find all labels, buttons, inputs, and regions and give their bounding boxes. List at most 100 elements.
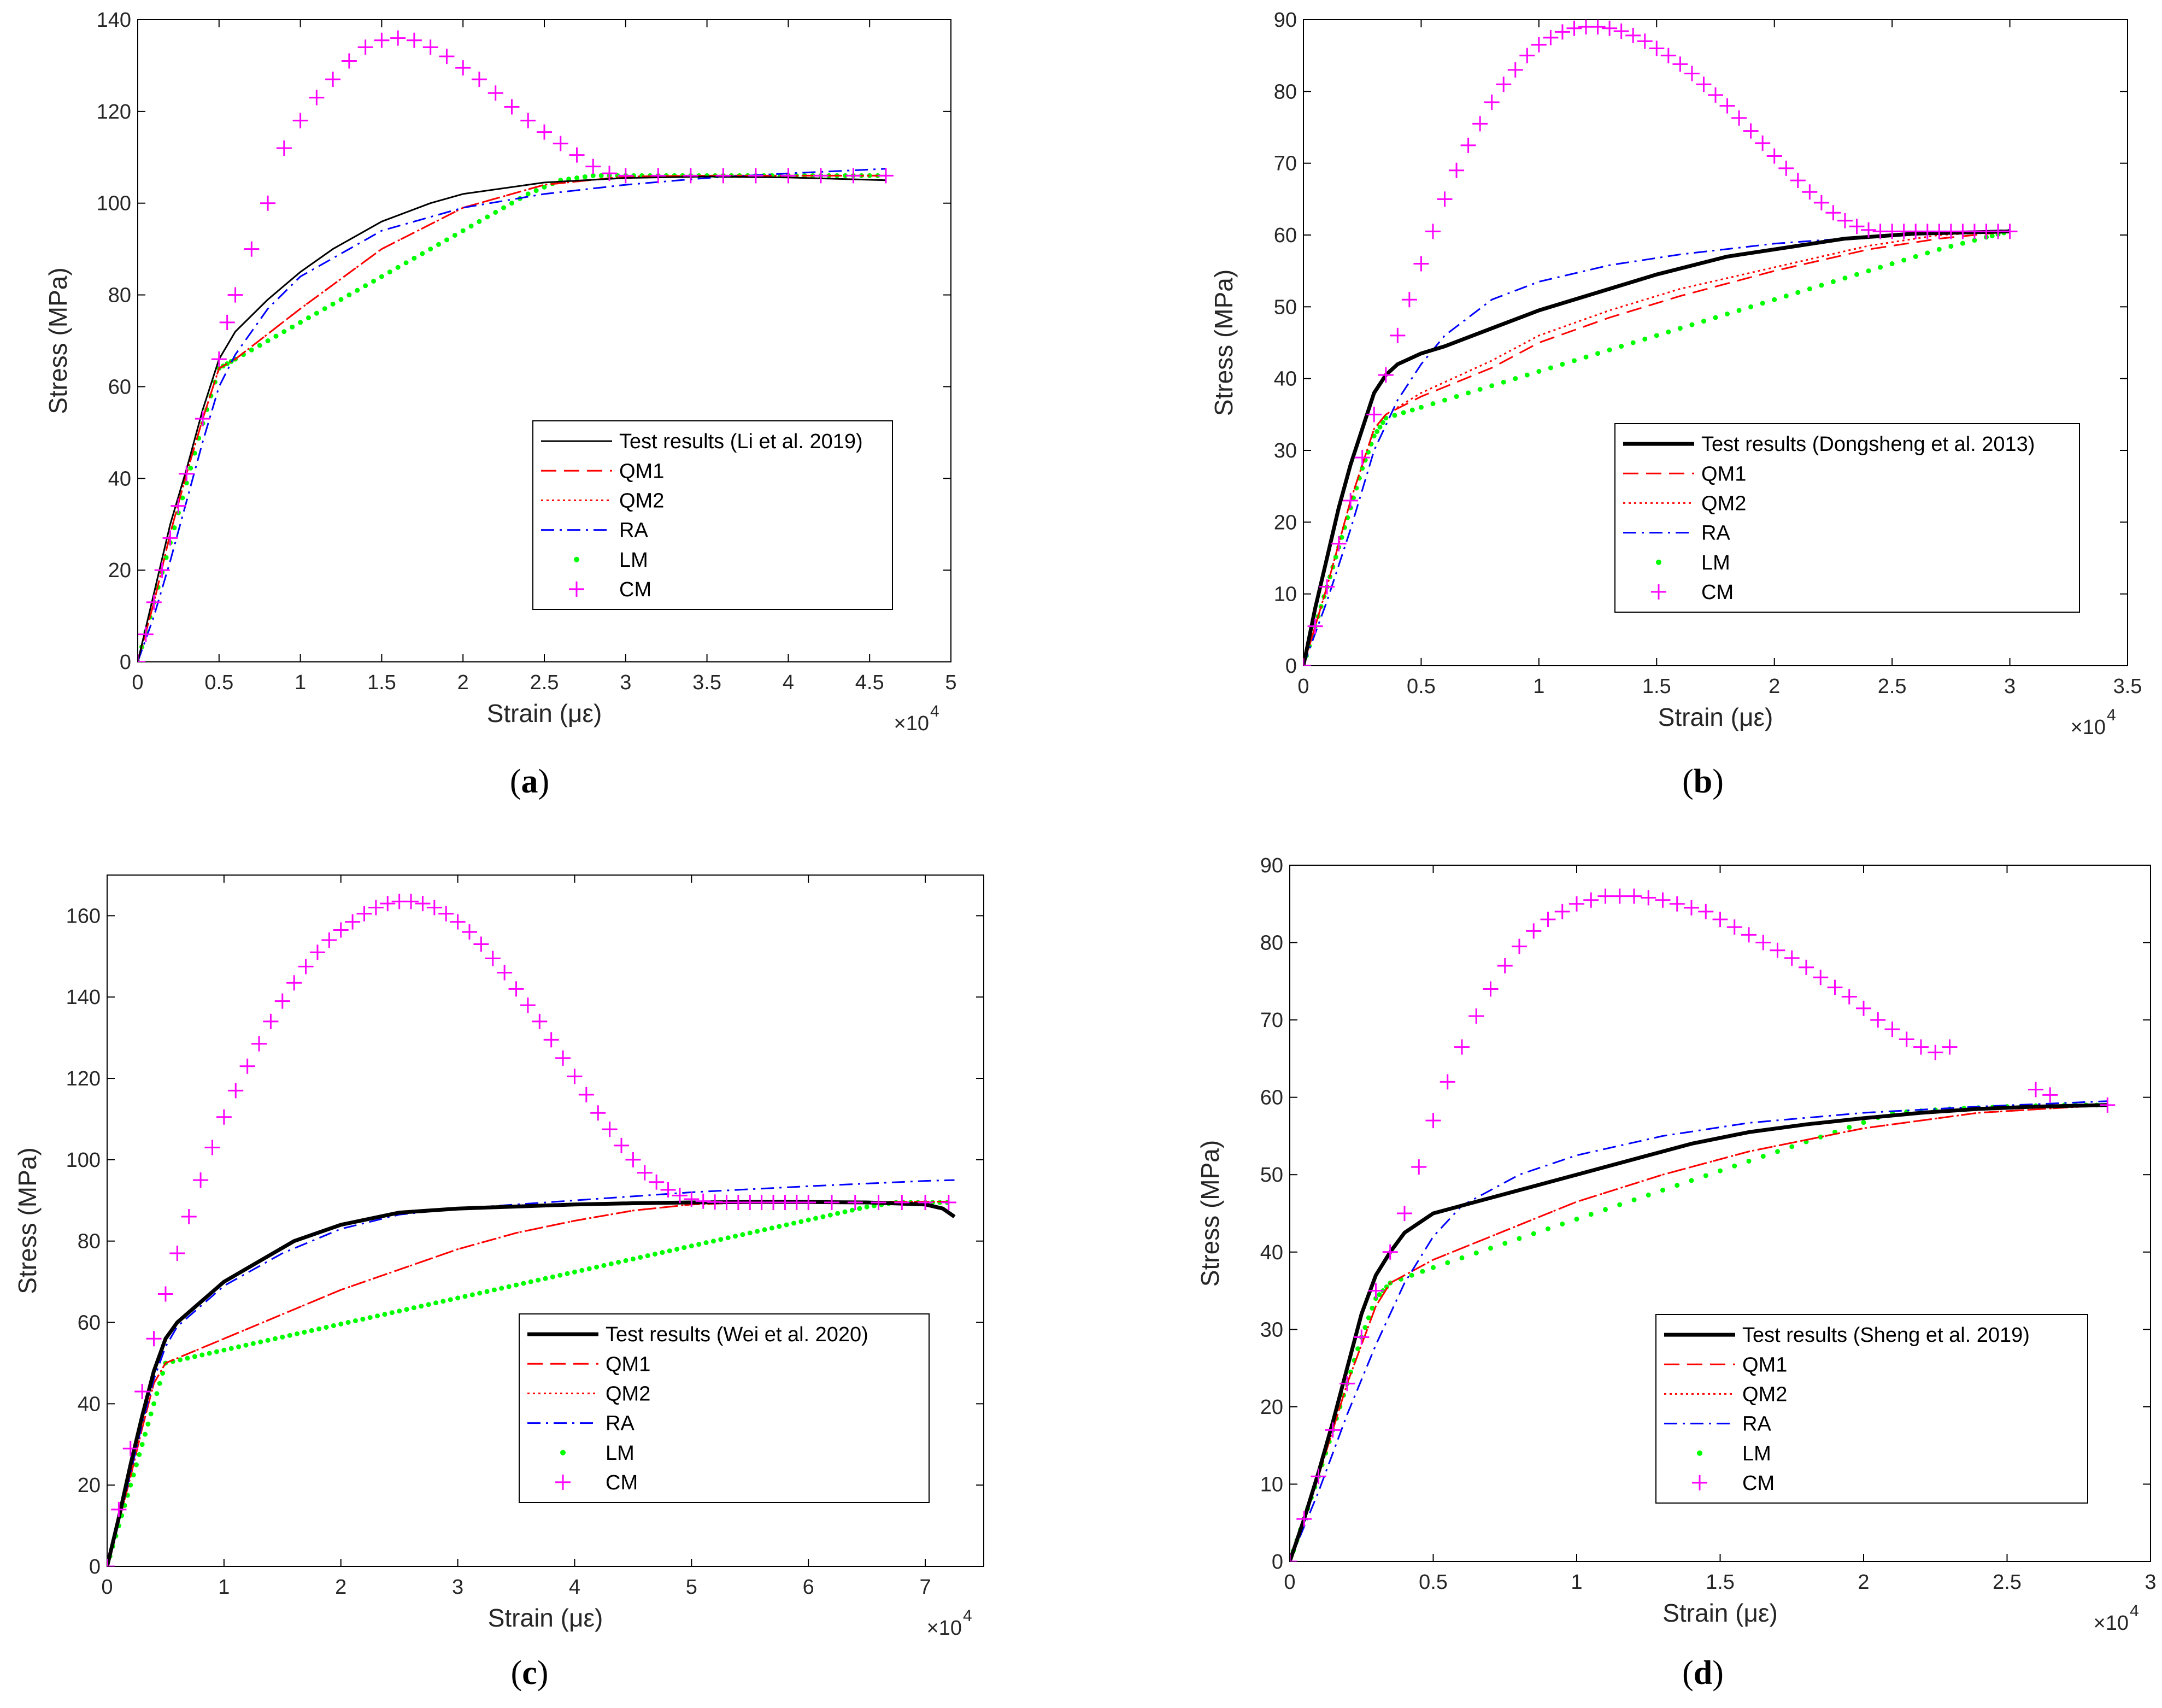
cm-marker xyxy=(1401,292,1417,308)
lm-point xyxy=(1725,311,1730,316)
lm-point xyxy=(755,1229,760,1234)
x-tick-label: 3 xyxy=(620,671,631,694)
cm-marker xyxy=(1672,56,1688,72)
y-axis-label: Stress (MPa) xyxy=(1196,1140,1224,1287)
cm-marker xyxy=(1696,77,1712,92)
lm-point xyxy=(485,214,490,220)
lm-point xyxy=(1736,308,1742,313)
cm-marker xyxy=(181,1209,197,1225)
series-qm2-line xyxy=(107,1201,949,1566)
y-tick-label: 140 xyxy=(97,9,131,32)
lm-point xyxy=(1595,351,1601,356)
cm-marker xyxy=(748,168,763,184)
cm-marker xyxy=(918,1195,933,1211)
legend-cm-marker xyxy=(1651,584,1666,600)
lm-point xyxy=(762,1227,767,1232)
lm-point xyxy=(1925,250,1930,256)
lm-point xyxy=(784,1222,789,1228)
lm-point xyxy=(180,495,185,501)
cm-marker xyxy=(134,1384,150,1400)
legend-lm-point xyxy=(560,1449,566,1455)
lm-point xyxy=(718,1237,724,1242)
cm-marker xyxy=(1928,1044,1943,1060)
lm-point xyxy=(214,1349,219,1354)
lm-point xyxy=(1713,315,1718,320)
x-tick-label: 3.5 xyxy=(2113,675,2142,698)
cm-marker xyxy=(1590,20,1606,35)
lm-point xyxy=(484,1289,490,1294)
lm-point xyxy=(1409,407,1415,413)
cm-marker xyxy=(195,411,211,427)
cm-marker xyxy=(1368,1283,1384,1299)
lm-point xyxy=(1430,401,1436,407)
lm-point xyxy=(419,1304,424,1309)
x-axis-label: Strain (με) xyxy=(487,699,602,727)
cm-marker xyxy=(2028,1082,2043,1097)
cm-marker xyxy=(845,168,861,184)
lm-point xyxy=(1445,1260,1450,1265)
cm-marker xyxy=(497,965,513,981)
cm-marker xyxy=(1366,407,1382,422)
lm-point xyxy=(281,329,287,334)
lm-point xyxy=(623,1258,628,1263)
lm-point xyxy=(324,1324,329,1330)
lm-point xyxy=(528,1279,533,1284)
cm-marker xyxy=(1837,213,1853,228)
lm-point xyxy=(1795,290,1801,295)
lm-point xyxy=(302,1329,307,1335)
cm-marker xyxy=(532,1013,548,1029)
lm-point xyxy=(1989,233,1995,238)
cm-marker xyxy=(1669,896,1685,912)
lm-point xyxy=(582,174,588,179)
cm-marker xyxy=(1519,48,1535,63)
series-qm1-line xyxy=(138,174,886,662)
y-tick-label: 10 xyxy=(1260,1473,1283,1496)
lm-point xyxy=(448,1297,453,1302)
cm-marker xyxy=(520,997,536,1013)
lm-point xyxy=(638,1254,643,1260)
lm-point xyxy=(1409,1272,1414,1278)
x-tick-label: 1.5 xyxy=(367,671,396,694)
cm-marker xyxy=(1861,222,1877,238)
y-tick-label: 0 xyxy=(89,1556,101,1578)
x-tick-label: 4.5 xyxy=(855,671,884,694)
lm-point xyxy=(387,269,392,275)
cm-marker xyxy=(847,1195,863,1211)
x-tick-label: 3 xyxy=(2145,1571,2156,1594)
x-multiplier-exponent: 4 xyxy=(930,702,939,720)
lm-point xyxy=(145,1422,151,1427)
cm-marker xyxy=(1325,1422,1341,1438)
lm-point xyxy=(157,1381,162,1386)
legend-box xyxy=(1655,1314,2088,1504)
cm-marker xyxy=(450,914,466,930)
lm-point xyxy=(1546,1226,1550,1231)
cm-marker xyxy=(473,936,489,952)
series-qm1-line xyxy=(1303,230,2010,666)
cm-marker xyxy=(1554,24,1570,40)
cm-marker xyxy=(461,924,477,940)
lm-point xyxy=(185,1355,190,1361)
cm-marker xyxy=(146,594,162,610)
cm-marker xyxy=(1340,1376,1355,1392)
cm-marker xyxy=(439,49,455,64)
lm-point xyxy=(1517,1236,1522,1241)
cm-marker xyxy=(298,959,314,975)
lm-point xyxy=(1617,1202,1623,1207)
legend-cm-marker xyxy=(1692,1475,1707,1490)
lm-point xyxy=(1380,420,1385,425)
cm-marker xyxy=(569,147,585,163)
legend-label: CM xyxy=(1701,581,1734,604)
lm-point xyxy=(791,1220,796,1226)
cm-marker xyxy=(1496,77,1512,92)
lm-point xyxy=(1660,1188,1665,1193)
x-tick-label: 2 xyxy=(335,1576,346,1599)
cm-marker xyxy=(1655,892,1671,908)
lm-point xyxy=(1459,1255,1465,1260)
lm-point xyxy=(314,310,319,316)
y-tick-label: 80 xyxy=(108,284,131,307)
y-tick-label: 80 xyxy=(78,1230,101,1253)
lm-point xyxy=(1377,1292,1382,1298)
lm-point xyxy=(1689,322,1695,327)
lm-point xyxy=(1819,283,1824,288)
lm-point xyxy=(725,1235,731,1241)
